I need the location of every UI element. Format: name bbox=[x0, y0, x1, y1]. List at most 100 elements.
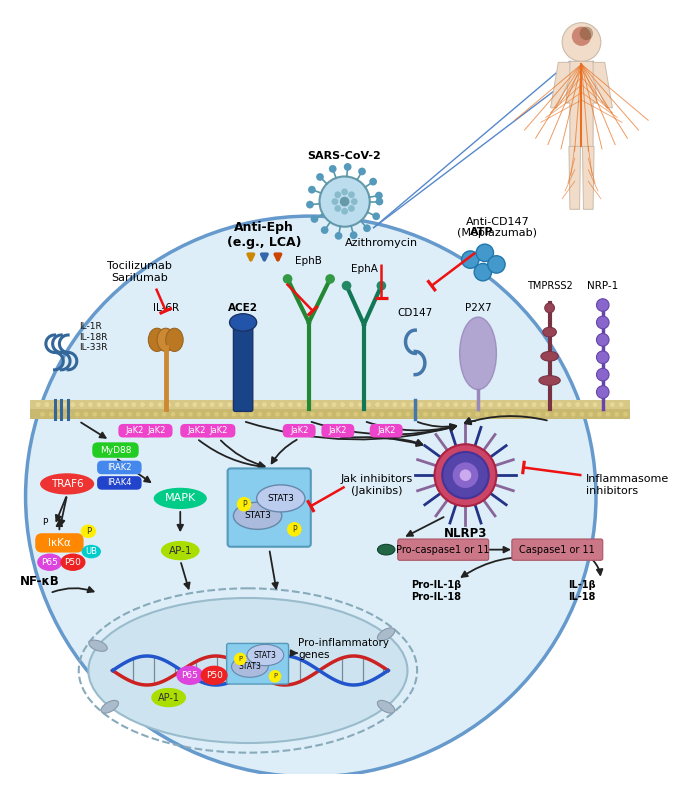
Text: NRP-1: NRP-1 bbox=[587, 282, 619, 291]
Circle shape bbox=[236, 402, 240, 407]
Circle shape bbox=[136, 412, 140, 416]
Circle shape bbox=[419, 402, 423, 407]
Circle shape bbox=[179, 412, 184, 416]
Text: P: P bbox=[42, 518, 47, 527]
Circle shape bbox=[545, 412, 549, 416]
Circle shape bbox=[258, 412, 262, 416]
Circle shape bbox=[506, 402, 510, 407]
Circle shape bbox=[62, 402, 66, 407]
Circle shape bbox=[375, 402, 380, 407]
Circle shape bbox=[593, 402, 597, 407]
Text: JaK2: JaK2 bbox=[377, 427, 395, 435]
Circle shape bbox=[325, 274, 335, 284]
Circle shape bbox=[45, 402, 49, 407]
Circle shape bbox=[262, 402, 266, 407]
Circle shape bbox=[327, 412, 332, 416]
Circle shape bbox=[351, 198, 358, 205]
Ellipse shape bbox=[377, 700, 395, 713]
Circle shape bbox=[532, 402, 536, 407]
Circle shape bbox=[297, 402, 301, 407]
Ellipse shape bbox=[234, 652, 247, 665]
Circle shape bbox=[245, 402, 249, 407]
Circle shape bbox=[597, 299, 609, 312]
Circle shape bbox=[240, 412, 245, 416]
Circle shape bbox=[462, 251, 479, 268]
Text: Pro-caspase1 or 11: Pro-caspase1 or 11 bbox=[397, 545, 490, 555]
Ellipse shape bbox=[201, 666, 227, 685]
Circle shape bbox=[443, 452, 488, 498]
Circle shape bbox=[114, 402, 119, 407]
Text: AP-1: AP-1 bbox=[169, 545, 192, 556]
Polygon shape bbox=[569, 146, 580, 209]
Circle shape bbox=[484, 412, 488, 416]
Circle shape bbox=[344, 163, 351, 171]
Circle shape bbox=[132, 402, 136, 407]
Circle shape bbox=[597, 316, 609, 329]
Circle shape bbox=[401, 402, 406, 407]
FancyBboxPatch shape bbox=[512, 539, 603, 560]
Circle shape bbox=[184, 402, 188, 407]
Circle shape bbox=[206, 412, 210, 416]
Circle shape bbox=[214, 412, 219, 416]
Polygon shape bbox=[566, 61, 597, 146]
Circle shape bbox=[192, 402, 197, 407]
FancyBboxPatch shape bbox=[180, 424, 213, 438]
Circle shape bbox=[572, 27, 591, 46]
Circle shape bbox=[341, 189, 348, 195]
Circle shape bbox=[53, 402, 58, 407]
Circle shape bbox=[308, 186, 316, 194]
Text: P: P bbox=[242, 500, 247, 508]
Circle shape bbox=[601, 402, 606, 407]
Circle shape bbox=[275, 412, 280, 416]
Circle shape bbox=[575, 402, 580, 407]
Text: TMPRSS2: TMPRSS2 bbox=[527, 282, 573, 291]
Ellipse shape bbox=[541, 352, 558, 361]
Circle shape bbox=[358, 168, 366, 176]
Ellipse shape bbox=[234, 502, 282, 530]
Text: IL-1β
IL-18: IL-1β IL-18 bbox=[568, 579, 595, 602]
Ellipse shape bbox=[257, 485, 305, 512]
Circle shape bbox=[334, 205, 341, 212]
Text: P65: P65 bbox=[41, 558, 58, 567]
Circle shape bbox=[619, 402, 623, 407]
Circle shape bbox=[474, 264, 492, 281]
Circle shape bbox=[597, 334, 609, 346]
Text: JaK2: JaK2 bbox=[329, 427, 347, 435]
Circle shape bbox=[427, 402, 432, 407]
Text: JaK2: JaK2 bbox=[147, 427, 165, 435]
Circle shape bbox=[84, 412, 88, 416]
FancyBboxPatch shape bbox=[97, 460, 142, 475]
Text: ATP: ATP bbox=[470, 227, 494, 238]
Polygon shape bbox=[593, 62, 612, 108]
Polygon shape bbox=[551, 62, 570, 108]
Circle shape bbox=[210, 402, 214, 407]
Circle shape bbox=[445, 402, 449, 407]
Circle shape bbox=[384, 402, 388, 407]
Circle shape bbox=[558, 402, 562, 407]
FancyBboxPatch shape bbox=[283, 424, 316, 438]
FancyBboxPatch shape bbox=[227, 644, 288, 684]
Circle shape bbox=[580, 412, 584, 416]
Ellipse shape bbox=[37, 553, 62, 571]
Circle shape bbox=[423, 412, 427, 416]
Text: TRAF6: TRAF6 bbox=[51, 479, 84, 489]
Circle shape bbox=[332, 402, 336, 407]
Bar bbox=[30, 409, 630, 419]
Circle shape bbox=[335, 232, 342, 240]
Circle shape bbox=[119, 412, 123, 416]
FancyBboxPatch shape bbox=[97, 476, 142, 490]
Circle shape bbox=[377, 281, 386, 290]
Circle shape bbox=[162, 412, 166, 416]
Circle shape bbox=[288, 402, 293, 407]
Text: JaK2: JaK2 bbox=[290, 427, 308, 435]
Ellipse shape bbox=[287, 522, 301, 537]
Circle shape bbox=[588, 412, 593, 416]
Circle shape bbox=[71, 402, 75, 407]
Circle shape bbox=[348, 191, 355, 198]
Circle shape bbox=[310, 412, 314, 416]
Circle shape bbox=[475, 412, 480, 416]
Circle shape bbox=[597, 386, 609, 398]
Text: Anti-Eph
(e.g., LCA): Anti-Eph (e.g., LCA) bbox=[227, 221, 301, 249]
Bar bbox=[30, 400, 630, 409]
Text: IRAK2: IRAK2 bbox=[107, 463, 132, 472]
